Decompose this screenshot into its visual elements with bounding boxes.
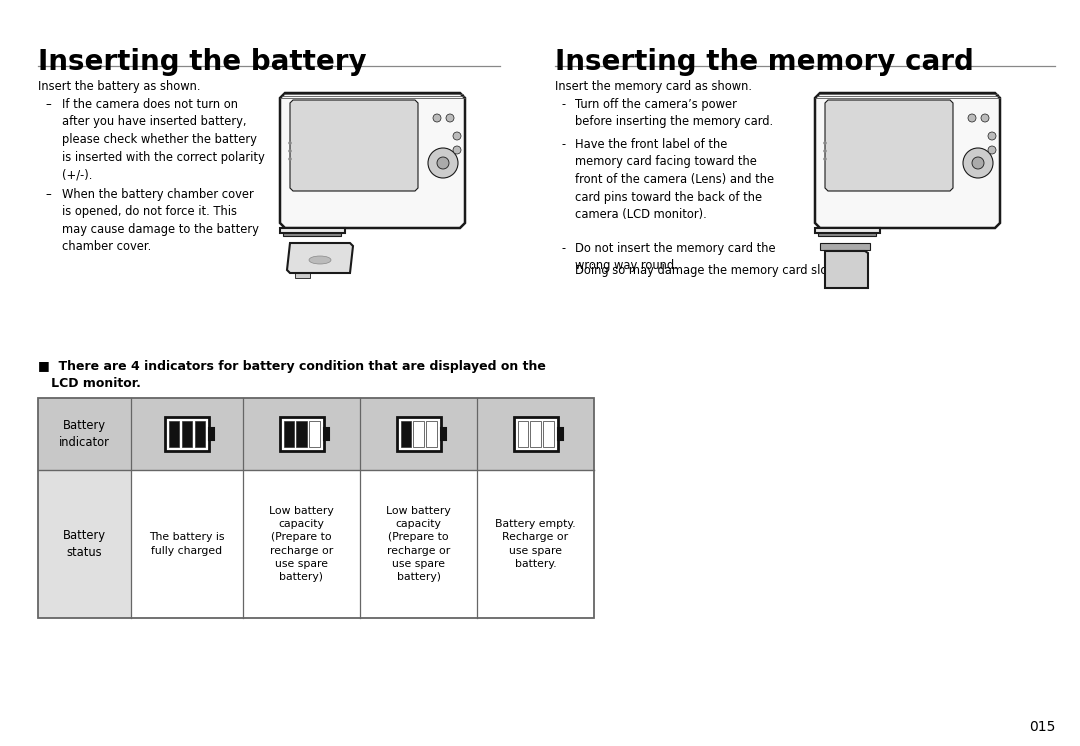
Bar bbox=[530, 421, 541, 447]
Text: LCD monitor.: LCD monitor. bbox=[38, 377, 140, 390]
Bar bbox=[210, 427, 214, 440]
Polygon shape bbox=[820, 243, 870, 250]
Polygon shape bbox=[815, 93, 1000, 228]
Bar bbox=[309, 421, 320, 447]
Bar bbox=[818, 228, 876, 236]
Circle shape bbox=[446, 114, 454, 122]
Text: The battery is
fully charged: The battery is fully charged bbox=[149, 533, 225, 556]
Circle shape bbox=[288, 157, 292, 160]
Text: Low battery
capacity
(Prepare to
recharge or
use spare
battery): Low battery capacity (Prepare to recharg… bbox=[387, 507, 450, 582]
Text: –: – bbox=[45, 188, 51, 201]
Circle shape bbox=[824, 149, 826, 152]
Text: Do not insert the memory card the
wrong way round.: Do not insert the memory card the wrong … bbox=[575, 242, 775, 272]
Text: Battery
status: Battery status bbox=[63, 530, 106, 559]
Circle shape bbox=[963, 148, 993, 178]
Bar bbox=[441, 427, 446, 440]
Bar bbox=[194, 421, 205, 447]
Bar bbox=[280, 417, 324, 451]
Text: Battery
indicator: Battery indicator bbox=[59, 419, 110, 448]
Circle shape bbox=[988, 146, 996, 154]
Circle shape bbox=[824, 142, 826, 145]
Bar bbox=[324, 427, 328, 440]
Bar bbox=[38, 470, 131, 618]
Bar bbox=[401, 421, 410, 447]
Circle shape bbox=[453, 132, 461, 140]
Bar bbox=[517, 421, 528, 447]
Text: Doing so may damage the memory card slot.: Doing so may damage the memory card slot… bbox=[575, 264, 836, 277]
Circle shape bbox=[453, 146, 461, 154]
Polygon shape bbox=[825, 251, 868, 288]
Text: 015: 015 bbox=[1028, 720, 1055, 734]
Text: When the battery chamber cover
is opened, do not force it. This
may cause damage: When the battery chamber cover is opened… bbox=[62, 188, 259, 254]
Ellipse shape bbox=[309, 256, 330, 264]
Text: Inserting the battery: Inserting the battery bbox=[38, 48, 366, 76]
Bar bbox=[38, 398, 594, 618]
Text: Turn off the camera’s power
before inserting the memory card.: Turn off the camera’s power before inser… bbox=[575, 98, 773, 128]
Circle shape bbox=[428, 148, 458, 178]
Circle shape bbox=[972, 157, 984, 169]
Polygon shape bbox=[291, 100, 418, 191]
Polygon shape bbox=[825, 100, 953, 191]
Bar bbox=[283, 228, 341, 236]
Circle shape bbox=[433, 114, 441, 122]
Text: -: - bbox=[562, 98, 566, 111]
Text: -: - bbox=[562, 138, 566, 151]
Text: Low battery
capacity
(Prepare to
recharge or
use spare
battery): Low battery capacity (Prepare to recharg… bbox=[269, 507, 334, 582]
Circle shape bbox=[288, 142, 292, 145]
Bar bbox=[296, 421, 307, 447]
Circle shape bbox=[981, 114, 989, 122]
Bar bbox=[165, 417, 210, 451]
Bar bbox=[427, 421, 436, 447]
Circle shape bbox=[437, 157, 449, 169]
Polygon shape bbox=[815, 228, 880, 233]
Text: -: - bbox=[562, 242, 566, 255]
Bar bbox=[557, 427, 563, 440]
Text: ■  There are 4 indicators for battery condition that are displayed on the: ■ There are 4 indicators for battery con… bbox=[38, 360, 545, 373]
Polygon shape bbox=[280, 228, 345, 233]
Text: If the camera does not turn on
after you have inserted battery,
please check whe: If the camera does not turn on after you… bbox=[62, 98, 265, 181]
Text: –: – bbox=[45, 98, 51, 111]
Bar bbox=[543, 421, 554, 447]
Circle shape bbox=[968, 114, 976, 122]
Text: Insert the battery as shown.: Insert the battery as shown. bbox=[38, 80, 201, 93]
Polygon shape bbox=[280, 93, 465, 228]
Bar bbox=[295, 273, 310, 278]
Bar bbox=[168, 421, 179, 447]
Text: Inserting the memory card: Inserting the memory card bbox=[555, 48, 974, 76]
Bar bbox=[38, 398, 594, 470]
Circle shape bbox=[988, 132, 996, 140]
Circle shape bbox=[824, 157, 826, 160]
Bar bbox=[513, 417, 557, 451]
Circle shape bbox=[288, 149, 292, 152]
Bar bbox=[283, 421, 294, 447]
Text: Battery empty.
Recharge or
use spare
battery.: Battery empty. Recharge or use spare bat… bbox=[496, 519, 576, 568]
Polygon shape bbox=[287, 243, 353, 273]
Text: Insert the memory card as shown.: Insert the memory card as shown. bbox=[555, 80, 752, 93]
Text: Have the front label of the
memory card facing toward the
front of the camera (L: Have the front label of the memory card … bbox=[575, 138, 774, 221]
Bar bbox=[414, 421, 423, 447]
Bar bbox=[396, 417, 441, 451]
Bar bbox=[181, 421, 192, 447]
